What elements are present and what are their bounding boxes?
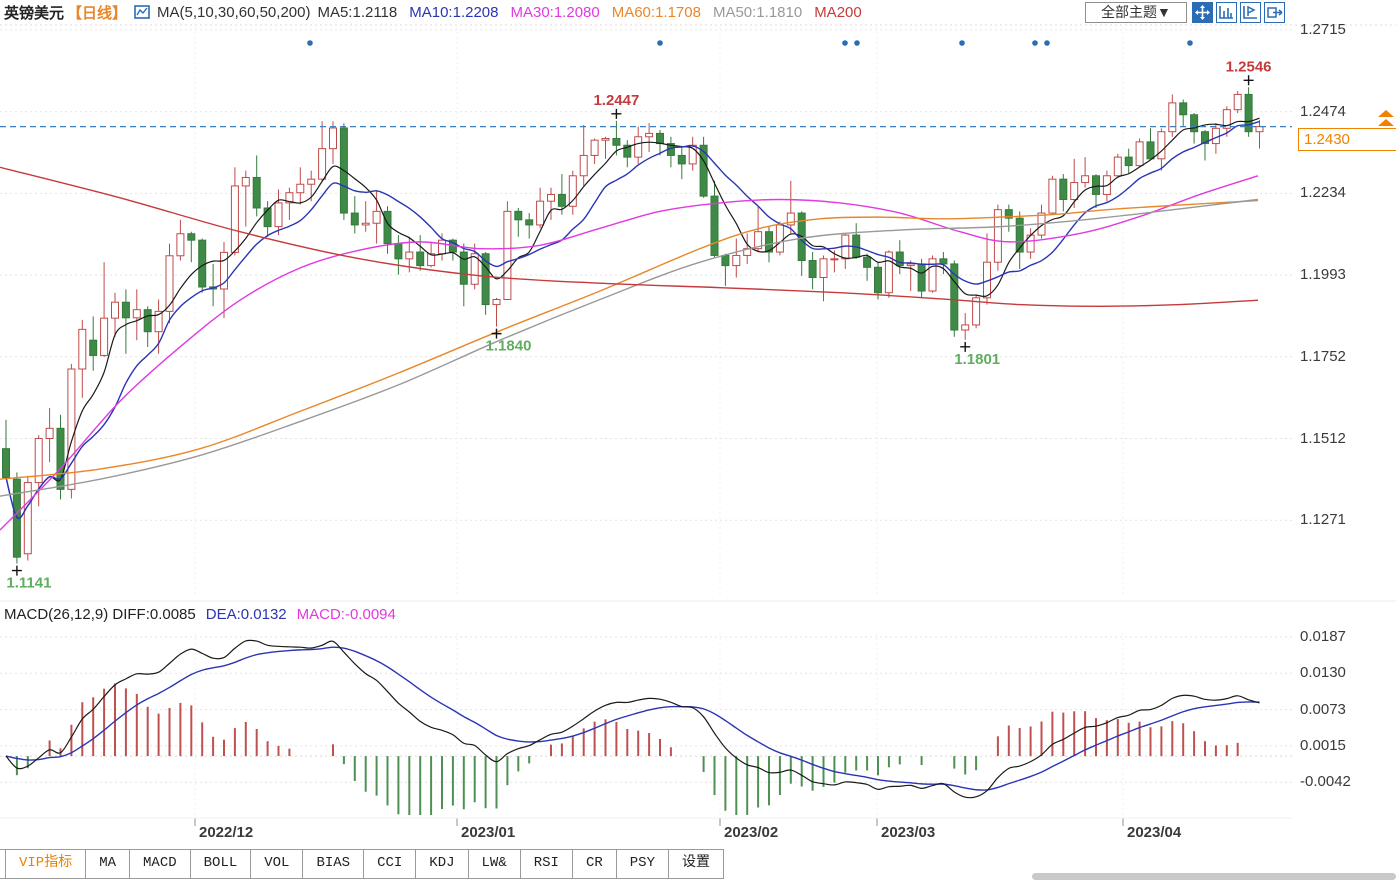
macd-legend-item: MACD(26,12,9) DIFF:0.0085 xyxy=(4,606,196,623)
price-annotation: 1.1141 xyxy=(6,575,51,592)
ma-legend-item: MA5:1.2118 xyxy=(317,3,398,21)
ma-lines-layer xyxy=(0,117,1260,531)
toolbar-item-cci[interactable]: CCI xyxy=(363,849,417,879)
ma-group-label: MA(5,10,30,60,50,200) xyxy=(157,3,311,21)
gridlines xyxy=(0,24,1396,826)
price-axis-label: 1.1993 xyxy=(1300,266,1346,284)
ma30-line xyxy=(0,175,1259,531)
annotations-layer: 1.2447 1.2546 1.1840 1.1801 1.1141 xyxy=(6,58,1271,591)
toolbar-item-psy[interactable]: PSY xyxy=(615,849,669,879)
toolbar-item-cr[interactable]: CR xyxy=(571,849,617,879)
price-alert-icon xyxy=(1377,109,1396,133)
indicator-toolbar: VIP指标 MA MACD BOLL VOL BIAS CCI KDJ LW& RSI CR PSY 设… xyxy=(0,849,724,879)
candles-layer xyxy=(2,87,1264,564)
macd-axis-label: 0.0073 xyxy=(1300,700,1346,718)
toolbar-item-vol[interactable]: VOL xyxy=(250,849,304,879)
chart-header: 英镑美元 【日线】 MA(5,10,30,60,50,200) MA5:1.211… xyxy=(0,0,1396,24)
toolbar-item-macd[interactable]: MACD xyxy=(129,849,191,879)
symbol-name: 英镑美元 xyxy=(4,4,65,22)
axis-pane-icon[interactable] xyxy=(1216,2,1237,23)
price-annotation: 1.2447 xyxy=(593,92,639,109)
ma10-line xyxy=(5,120,1260,520)
macd-legend-item: DEA:0.0132 xyxy=(205,606,287,623)
ma5-line xyxy=(5,117,1260,519)
toolbar-item-boll[interactable]: BOLL xyxy=(189,849,252,879)
time-axis-label: 2023/03 xyxy=(881,824,936,841)
macd-legend: MACD(26,12,9) DIFF:0.0085 DEA:0.0132 MACD:… xyxy=(4,606,396,623)
ma200-line xyxy=(0,166,1259,307)
ma-legend: MA5:1.2118 MA10:1.2208 MA30:1.2080 MA60:1.1… xyxy=(317,4,861,21)
diff-line xyxy=(5,639,1260,799)
theme-selector-dropdown[interactable]: 全部主题▼ xyxy=(1085,2,1187,23)
macd-axis-label: 0.0187 xyxy=(1300,628,1346,645)
toolbar-item-vip[interactable]: VIP指标 xyxy=(5,849,87,879)
ma-legend-item: MA200 xyxy=(814,3,862,21)
ma50-line xyxy=(0,198,1259,497)
time-axis-label: 2023/01 xyxy=(461,824,516,841)
horizontal-scrollbar[interactable] xyxy=(1032,873,1396,880)
time-axis-label: 2023/04 xyxy=(1127,824,1182,841)
pop-out-icon[interactable] xyxy=(1264,2,1285,23)
ma-legend-item: MA10:1.2208 xyxy=(409,3,499,21)
price-annotation: 1.1801 xyxy=(954,351,1000,368)
move-icon[interactable] xyxy=(1192,2,1213,23)
time-axis-label: 2022/12 xyxy=(199,824,254,841)
price-axis-label: 1.1752 xyxy=(1300,347,1346,365)
ma-legend-item: MA50:1.1810 xyxy=(712,3,803,21)
ma-legend-item: MA30:1.2080 xyxy=(510,3,600,21)
price-annotation: 1.1840 xyxy=(486,338,532,355)
indicator-pane-icon[interactable] xyxy=(1240,2,1261,23)
macd-axis-label: 0.0015 xyxy=(1300,736,1346,754)
ma-legend-item: MA60:1.1708 xyxy=(611,3,701,21)
macd-axis-label: -0.0042 xyxy=(1300,773,1351,791)
toolbar-item-bias[interactable]: BIAS xyxy=(302,849,365,879)
chart-tool-icons xyxy=(1192,2,1285,23)
toolbar-item-ma[interactable]: MA xyxy=(85,849,131,879)
macd-legend-item: MACD:-0.0094 xyxy=(296,606,396,623)
macd-axis-label: 0.0130 xyxy=(1300,664,1346,682)
macd-layer xyxy=(5,639,1260,815)
toolbar-item-lw[interactable]: LW& xyxy=(467,849,521,879)
dea-line xyxy=(5,646,1260,791)
price-axis-label: 1.2234 xyxy=(1300,184,1346,202)
price-axis-label: 1.2715 xyxy=(1300,21,1346,38)
time-axis-label: 2023/02 xyxy=(724,824,779,841)
toolbar-item-rsi[interactable]: RSI xyxy=(519,849,573,879)
price-axis-label: 1.2474 xyxy=(1300,102,1346,120)
ma60-line xyxy=(0,199,1259,480)
price-annotation: 1.2546 xyxy=(1226,58,1272,75)
price-axis-label: 1.1512 xyxy=(1300,429,1346,447)
line-chart-icon xyxy=(134,4,150,20)
event-dots-layer xyxy=(307,40,1193,46)
period-label: 【日线】 xyxy=(67,4,128,22)
price-axis-label: 1.1271 xyxy=(1300,511,1346,529)
current-price-tag: 1.2430 xyxy=(1298,127,1396,151)
toolbar-item-kdj[interactable]: KDJ xyxy=(415,849,469,879)
toolbar-item-[interactable]: 设置 xyxy=(667,849,724,879)
